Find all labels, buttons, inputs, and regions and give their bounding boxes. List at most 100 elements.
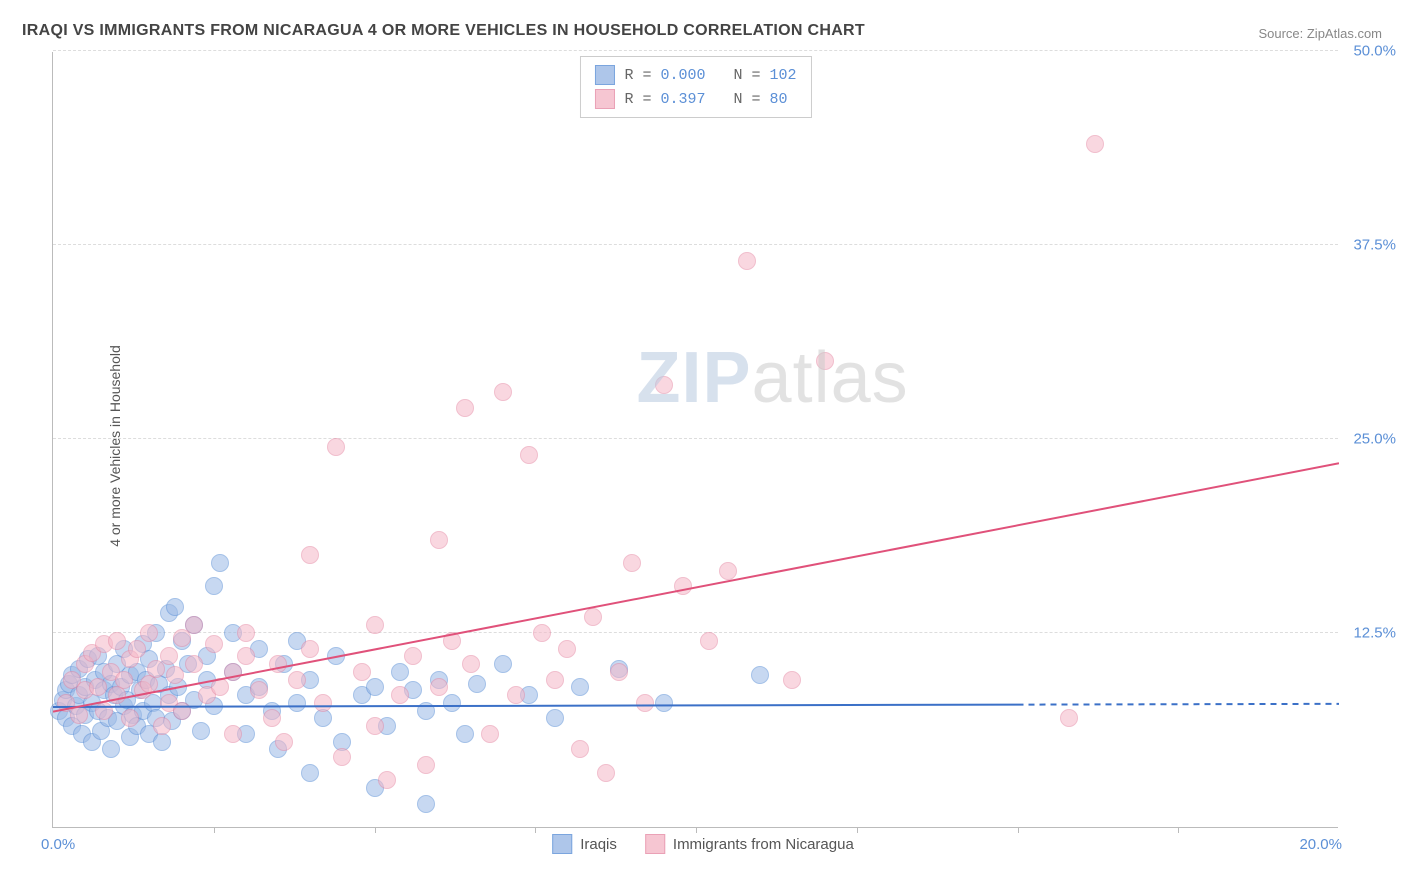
scatter-point [546,671,564,689]
scatter-point [674,577,692,595]
scatter-point [121,709,139,727]
scatter-point [751,666,769,684]
scatter-point [1060,709,1078,727]
scatter-point [288,671,306,689]
x-axis-origin-label: 0.0% [41,836,75,853]
scatter-point [584,608,602,626]
scatter-point [160,647,178,665]
legend-label: Iraqis [580,836,617,853]
scatter-point [224,725,242,743]
scatter-point [507,686,525,704]
y-tick-label: 50.0% [1353,43,1396,60]
scatter-point [263,709,281,727]
x-tick [857,827,858,833]
x-tick [696,827,697,833]
scatter-point [430,678,448,696]
scatter-point [481,725,499,743]
scatter-point [185,616,203,634]
legend-n: N = 80 [716,91,788,108]
scatter-point [610,663,628,681]
legend-row: R = 0.397 N = 80 [594,87,796,111]
y-tick-label: 12.5% [1353,625,1396,642]
scatter-point [192,722,210,740]
series-legend: Iraqis Immigrants from Nicaragua [552,834,854,854]
x-tick [214,827,215,833]
scatter-point [211,678,229,696]
scatter-point [366,616,384,634]
scatter-point [462,655,480,673]
scatter-point [327,647,345,665]
scatter-point [417,702,435,720]
scatter-point [533,624,551,642]
legend-r: R = 0.000 [624,67,705,84]
scatter-point [1086,135,1104,153]
scatter-point [89,678,107,696]
scatter-point [456,399,474,417]
scatter-point [333,748,351,766]
scatter-point [353,663,371,681]
scatter-point [404,647,422,665]
scatter-point [301,640,319,658]
scatter-point [128,640,146,658]
scatter-point [205,577,223,595]
scatter-point [166,666,184,684]
scatter-point [269,655,287,673]
grid-line [53,438,1338,439]
x-tick [375,827,376,833]
scatter-point [783,671,801,689]
scatter-point [391,663,409,681]
x-tick [1178,827,1179,833]
scatter-point [275,733,293,751]
scatter-point [173,702,191,720]
scatter-point [571,740,589,758]
scatter-point [571,678,589,696]
legend-swatch [645,834,665,854]
scatter-point [494,655,512,673]
scatter-point [250,681,268,699]
y-tick-label: 25.0% [1353,431,1396,448]
scatter-point [391,686,409,704]
scatter-point [237,647,255,665]
scatter-point [456,725,474,743]
scatter-point [288,694,306,712]
scatter-point [108,632,126,650]
scatter-point [108,686,126,704]
scatter-point [636,694,654,712]
grid-line [53,244,1338,245]
scatter-point [314,709,332,727]
scatter-point [366,717,384,735]
legend-r: R = 0.397 [624,91,705,108]
grid-line [53,50,1338,51]
scatter-point [224,663,242,681]
scatter-point [95,702,113,720]
scatter-point [443,694,461,712]
scatter-point [719,562,737,580]
source-attribution: Source: ZipAtlas.com [1258,26,1382,41]
legend-label: Immigrants from Nicaragua [673,836,854,853]
watermark: ZIPatlas [637,337,909,419]
scatter-point [546,709,564,727]
scatter-point [237,624,255,642]
scatter-point [655,694,673,712]
scatter-point [430,531,448,549]
scatter-point [494,383,512,401]
x-tick [535,827,536,833]
scatter-point [211,554,229,572]
scatter-point [115,671,133,689]
scatter-point [558,640,576,658]
scatter-point [417,756,435,774]
scatter-point [140,624,158,642]
legend-swatch [594,65,614,85]
scatter-point [102,740,120,758]
scatter-point [443,632,461,650]
scatter-point [166,598,184,616]
correlation-legend: R = 0.000 N = 102R = 0.397 N = 80 [579,56,811,118]
scatter-point [417,795,435,813]
scatter-point [301,546,319,564]
scatter-point [623,554,641,572]
scatter-point [597,764,615,782]
scatter-point [205,635,223,653]
scatter-point [655,376,673,394]
trend-lines [53,52,1339,828]
legend-row: R = 0.000 N = 102 [594,63,796,87]
